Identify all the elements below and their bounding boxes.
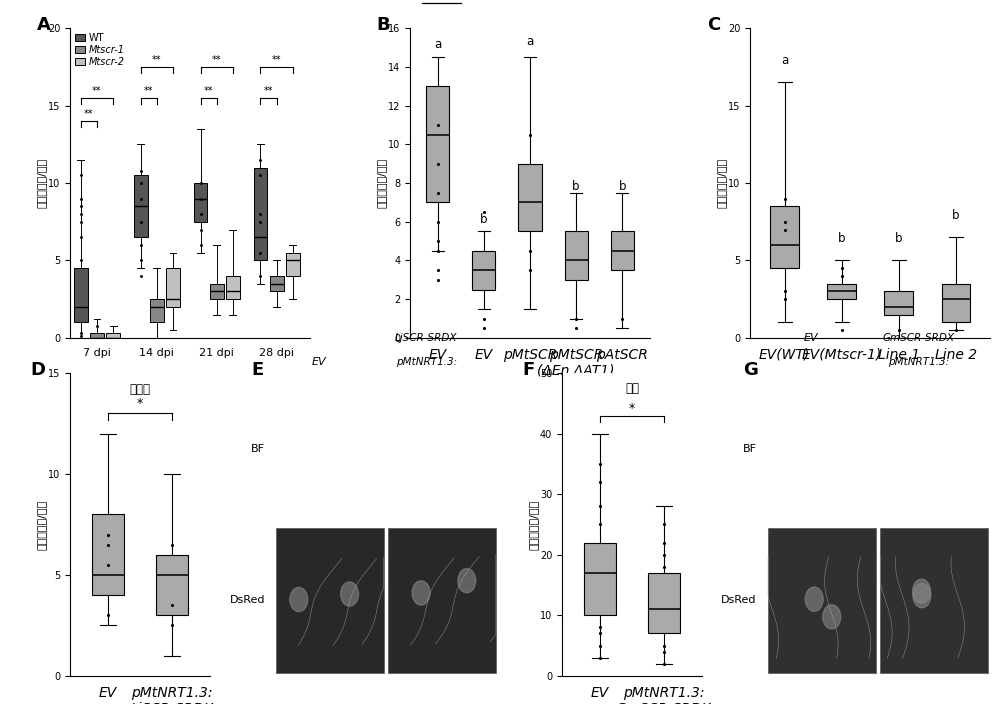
Text: pMtNRT1.3:: pMtNRT1.3: [888,357,949,367]
FancyBboxPatch shape [880,679,988,704]
Circle shape [341,582,359,606]
Y-axis label: 根瘤和原基/植物: 根瘤和原基/植物 [717,158,727,208]
Circle shape [913,579,931,603]
FancyBboxPatch shape [226,276,240,299]
Y-axis label: 根瘤和原基/植物: 根瘤和原基/植物 [37,158,47,208]
Text: **: ** [212,54,221,65]
Text: **: ** [264,85,273,96]
Text: **: ** [92,85,102,96]
FancyBboxPatch shape [270,276,284,291]
FancyBboxPatch shape [286,253,300,276]
Circle shape [290,587,308,612]
FancyBboxPatch shape [276,679,384,704]
FancyBboxPatch shape [768,679,876,704]
FancyBboxPatch shape [134,175,148,237]
Text: b: b [952,209,960,222]
Text: EV: EV [803,333,818,343]
Text: A: A [36,15,50,34]
FancyBboxPatch shape [156,555,188,615]
Text: b: b [895,232,902,245]
Circle shape [805,587,823,611]
FancyBboxPatch shape [90,333,104,338]
Text: *: * [629,401,635,415]
FancyBboxPatch shape [611,232,634,270]
Text: BF: BF [251,444,265,454]
FancyBboxPatch shape [276,527,384,673]
Text: b: b [618,180,626,193]
FancyBboxPatch shape [92,515,124,595]
Text: a: a [781,54,788,67]
Text: GmSCR-SRDX: GmSCR-SRDX [882,333,954,343]
FancyBboxPatch shape [827,284,856,299]
FancyBboxPatch shape [942,284,970,322]
FancyBboxPatch shape [388,527,496,673]
Text: DsRed: DsRed [721,595,757,605]
Y-axis label: 根瘤和原基/植物: 根瘤和原基/植物 [377,158,387,208]
Text: EV: EV [311,357,326,367]
Text: D: D [31,361,46,379]
Circle shape [412,581,430,605]
Text: a: a [434,39,441,51]
FancyBboxPatch shape [254,168,267,260]
FancyBboxPatch shape [518,164,542,232]
FancyBboxPatch shape [584,543,616,615]
Text: B: B [377,15,390,34]
Text: b: b [572,180,580,193]
FancyBboxPatch shape [880,527,988,673]
Text: DsRed: DsRed [229,595,265,605]
FancyBboxPatch shape [74,268,88,322]
Y-axis label: 根瘤和原基/植物: 根瘤和原基/植物 [528,499,538,550]
FancyBboxPatch shape [884,291,913,315]
FancyBboxPatch shape [194,183,207,222]
Text: BF: BF [743,444,757,454]
Text: C: C [707,15,721,34]
Text: **: ** [152,54,162,65]
Text: 大豆: 大豆 [625,382,639,395]
Text: b: b [838,232,845,245]
Text: pMtNRT1.3:: pMtNRT1.3: [396,357,457,367]
FancyBboxPatch shape [210,284,224,299]
FancyBboxPatch shape [150,299,164,322]
Circle shape [913,584,931,608]
Text: E: E [251,361,264,379]
Text: **: ** [144,85,154,96]
FancyBboxPatch shape [768,527,876,673]
FancyBboxPatch shape [106,333,120,338]
Text: **: ** [272,54,281,65]
FancyBboxPatch shape [565,232,588,279]
Text: **: ** [204,85,213,96]
Text: LjSCR-SRDX: LjSCR-SRDX [395,333,458,343]
FancyBboxPatch shape [472,251,495,289]
FancyBboxPatch shape [388,679,496,704]
Circle shape [823,605,841,629]
FancyBboxPatch shape [770,206,799,268]
Text: **: ** [84,108,94,119]
FancyBboxPatch shape [166,268,180,307]
Text: G: G [743,361,758,379]
FancyBboxPatch shape [648,573,680,634]
Y-axis label: 根瘤和原基/植物: 根瘤和原基/植物 [37,499,47,550]
Legend: WT, Mtscr-1, Mtscr-2: WT, Mtscr-1, Mtscr-2 [75,33,124,67]
FancyBboxPatch shape [426,86,449,203]
Text: b: b [480,213,488,225]
Circle shape [458,569,476,593]
Text: a: a [526,34,534,48]
Text: 百象根: 百象根 [130,383,151,396]
Text: *: * [137,398,143,410]
Text: F: F [523,361,535,379]
